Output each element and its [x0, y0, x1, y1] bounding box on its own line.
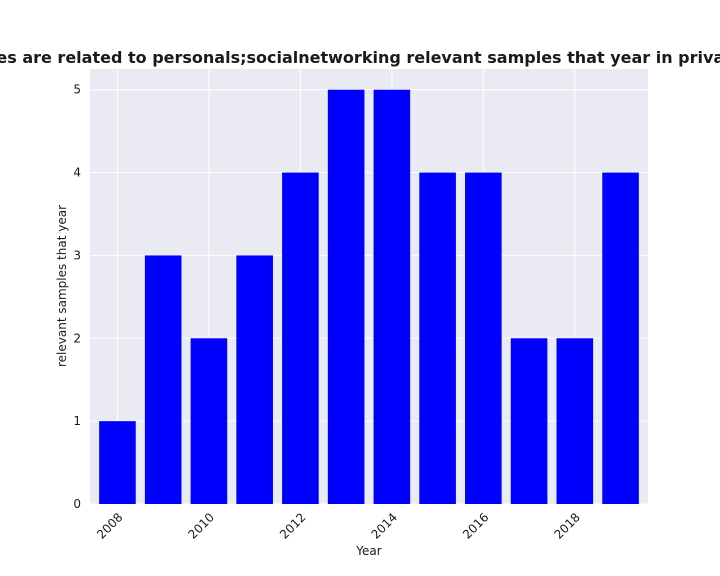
y-tick-label: 5 [73, 83, 81, 97]
y-axis-label: relevant samples that year [55, 205, 69, 367]
x-axis-ticks: 2008 2010 2012 2014 2016 2018 [94, 510, 583, 541]
bar-2015 [419, 172, 456, 505]
plot-area [90, 69, 648, 504]
bar-2008 [99, 421, 136, 504]
x-tick-label: 2008 [94, 510, 125, 541]
x-axis-label: Year [355, 544, 381, 558]
bar-2018 [556, 338, 594, 504]
x-tick-label: 2014 [368, 510, 399, 541]
chart-title: Categories are related to personals;soci… [0, 48, 720, 67]
x-tick-label: 2012 [277, 510, 308, 541]
bar-2019 [602, 172, 639, 505]
x-tick-label: 2018 [551, 510, 582, 541]
y-tick-label: 1 [73, 414, 81, 428]
bar-2009 [144, 255, 182, 504]
x-tick-label: 2016 [460, 510, 491, 541]
y-tick-label: 2 [73, 331, 81, 345]
y-tick-label: 3 [73, 248, 81, 262]
x-tick-label: 2010 [186, 510, 217, 541]
y-tick-label: 0 [73, 497, 81, 511]
bar-2010 [190, 338, 228, 504]
bar-2014 [373, 89, 411, 504]
bar-2017 [510, 338, 548, 504]
y-tick-label: 4 [73, 166, 81, 180]
bar-2016 [465, 172, 502, 505]
bars [99, 89, 639, 505]
y-axis-ticks: 0 1 2 3 4 5 [73, 83, 81, 511]
bar-2011 [236, 255, 273, 504]
bar-2012 [282, 172, 319, 505]
bar-2013 [327, 89, 365, 504]
